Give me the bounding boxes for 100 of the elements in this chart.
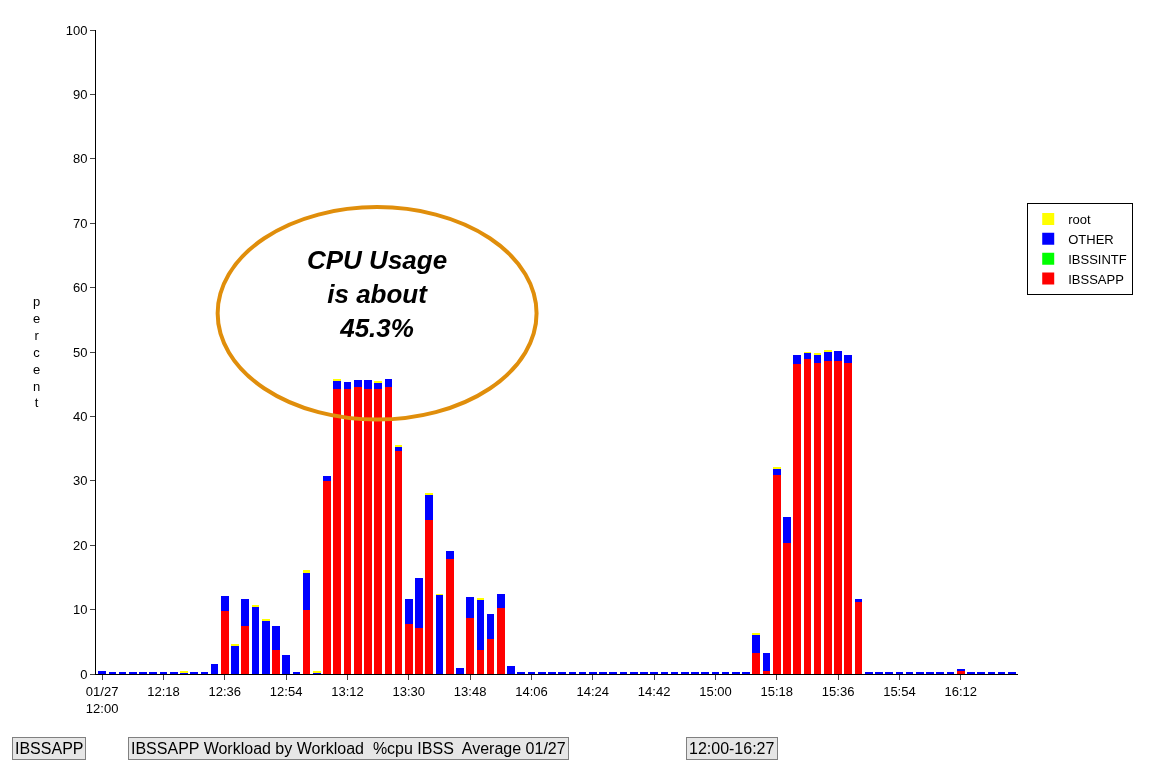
- bar: [783, 543, 791, 674]
- bar: [353, 380, 362, 387]
- x-tick-label: 15:36: [821, 683, 855, 699]
- y-tick-label: 40: [72, 408, 88, 424]
- bar: [220, 596, 229, 611]
- bar: [282, 654, 290, 674]
- bar: [803, 359, 812, 674]
- x-tick-label: 13:48: [453, 683, 487, 699]
- bar: [772, 475, 781, 674]
- bar: [425, 520, 434, 674]
- bar: [834, 351, 842, 362]
- bar: [302, 570, 311, 573]
- bar: [486, 638, 495, 674]
- x-tick-label: 12:18: [147, 683, 180, 699]
- bar: [404, 623, 413, 674]
- y-tick-label: 60: [72, 280, 88, 296]
- x-tick-label: 16:12: [944, 683, 978, 699]
- bar: [343, 388, 352, 674]
- bar: [231, 643, 239, 646]
- bar: [210, 664, 219, 674]
- text: 12:00-16:27: [689, 740, 775, 757]
- legend-label: IBSSAPP: [1068, 271, 1124, 287]
- bar: [783, 516, 791, 544]
- bar: [844, 354, 853, 363]
- bar: [272, 650, 280, 674]
- bar: [435, 594, 444, 674]
- x-tick-label: 12:54: [269, 683, 303, 699]
- bar: [333, 380, 342, 389]
- bar: [762, 653, 771, 671]
- y-tick-label: 30: [72, 473, 88, 489]
- bar: [364, 388, 372, 674]
- bar: [394, 450, 403, 674]
- bar: [415, 578, 423, 628]
- legend-label: IBSSINTF: [1068, 251, 1127, 267]
- x-tick-label: 15:54: [883, 683, 916, 699]
- bar: [793, 364, 802, 674]
- bar: [844, 362, 853, 674]
- x-tick-label: 14:24: [576, 683, 610, 699]
- bar: [793, 354, 802, 365]
- bar: [241, 625, 250, 674]
- bar: [374, 380, 382, 383]
- bar: [343, 382, 352, 389]
- bar: [476, 599, 485, 651]
- bar: [302, 572, 311, 610]
- text: IBSSAPP: [15, 740, 84, 757]
- bar: [323, 480, 331, 674]
- bar: [752, 634, 761, 654]
- bar: [231, 645, 239, 674]
- bar: [752, 632, 761, 635]
- bar: [803, 352, 812, 360]
- bar: [302, 609, 311, 674]
- bar: [476, 650, 485, 674]
- x-tick-label: 14:06: [515, 683, 548, 699]
- bar: [772, 468, 781, 475]
- x-tick-label: 13:30: [392, 683, 426, 699]
- legend-label: OTHER: [1068, 231, 1114, 247]
- bar: [445, 558, 454, 674]
- bar: [374, 388, 382, 674]
- x-tick-label: 15:00: [699, 683, 732, 699]
- y-tick-label: 20: [72, 537, 88, 553]
- annotation: CPU Usage is about 45.3%: [307, 245, 448, 343]
- y-tick-label: 80: [72, 151, 88, 167]
- bar: [486, 614, 495, 639]
- y-tick-label: 10: [72, 602, 88, 618]
- bar: [445, 551, 454, 559]
- bar: [507, 666, 515, 674]
- bar: [752, 653, 761, 674]
- bar: [323, 476, 331, 481]
- bar: [824, 351, 832, 362]
- x-tick-label: 14:42: [637, 683, 671, 699]
- bar: [98, 670, 106, 674]
- x-tick-label: 12:36: [208, 683, 242, 699]
- y-tick-label: 50: [72, 344, 88, 360]
- y-tick-label: 90: [72, 86, 88, 102]
- bar: [404, 599, 413, 624]
- bar: [241, 598, 250, 626]
- bar: [456, 668, 464, 674]
- bar: [353, 386, 362, 674]
- text: IBSSAPP Workload by Workload %cpu IBSS Average 01/27: [131, 740, 566, 757]
- bar: [384, 386, 393, 674]
- y-axis-title: percent: [33, 294, 41, 411]
- bar: [466, 596, 474, 618]
- bar: [834, 361, 842, 674]
- bar: [261, 620, 270, 674]
- y-tick-label: 0: [80, 666, 88, 682]
- bar: [374, 382, 382, 389]
- bar: [854, 599, 863, 602]
- legend-label: root: [1068, 211, 1092, 227]
- bar: [415, 627, 423, 674]
- y-tick-label: 70: [72, 215, 88, 231]
- bar: [425, 494, 434, 521]
- bar: [333, 388, 342, 674]
- bar: [384, 379, 393, 387]
- bar: [251, 606, 260, 674]
- bar: [466, 617, 474, 674]
- bar: [272, 625, 280, 651]
- bar: [813, 362, 822, 674]
- bar: [496, 593, 505, 608]
- bar: [496, 607, 505, 674]
- y-tick-label: 100: [65, 22, 88, 38]
